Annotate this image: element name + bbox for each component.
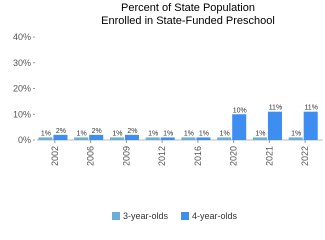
value-label: 1% xyxy=(255,130,265,137)
value-label: 1% xyxy=(199,130,209,137)
x-tick-label: 2009 xyxy=(121,146,131,166)
value-label: 1% xyxy=(77,130,87,137)
bar xyxy=(267,111,282,140)
value-label: 2% xyxy=(127,128,137,135)
value-label: 1% xyxy=(112,130,122,137)
y-tick-label: 0% xyxy=(18,135,31,145)
value-label: 11% xyxy=(269,105,283,112)
bar xyxy=(124,134,139,140)
chart: Percent of State Population Enrolled in … xyxy=(13,2,323,221)
legend-label: 4-year-olds xyxy=(192,211,238,221)
value-label: 11% xyxy=(304,105,318,112)
chart-title: Percent of State Population xyxy=(121,2,255,14)
value-label: 1% xyxy=(148,130,158,137)
x-tick-label: 2020 xyxy=(229,146,239,166)
bar xyxy=(145,137,160,140)
x-tick-label: 2006 xyxy=(86,146,96,166)
legend-swatch xyxy=(181,212,190,220)
bar xyxy=(89,134,104,140)
bar xyxy=(38,137,53,140)
value-label: 1% xyxy=(163,130,173,137)
legend-label: 3-year-olds xyxy=(123,211,169,221)
bar xyxy=(217,137,232,140)
bar xyxy=(181,137,196,140)
x-tick-label: 2002 xyxy=(50,146,60,166)
legend-swatch xyxy=(112,212,120,220)
bar xyxy=(74,137,89,140)
bar xyxy=(109,137,124,140)
bar xyxy=(196,137,211,140)
y-tick-label: 40% xyxy=(13,32,31,42)
value-label: 2% xyxy=(92,128,102,135)
bar xyxy=(303,111,318,140)
chart-subtitle: Enrolled in State-Funded Preschool xyxy=(101,15,275,27)
y-tick-label: 30% xyxy=(13,58,31,68)
bar xyxy=(53,134,68,140)
bar xyxy=(252,137,267,140)
y-tick-label: 20% xyxy=(13,84,31,94)
value-label: 1% xyxy=(291,130,301,137)
bar xyxy=(232,114,247,140)
bar xyxy=(288,137,303,140)
value-label: 1% xyxy=(220,130,230,137)
value-label: 2% xyxy=(56,128,66,135)
value-label: 1% xyxy=(184,130,194,137)
x-tick-label: 2022 xyxy=(300,146,310,166)
value-label: 1% xyxy=(41,130,51,137)
x-tick-label: 2012 xyxy=(157,146,167,166)
x-tick-label: 2016 xyxy=(193,146,203,166)
x-tick-label: 2021 xyxy=(264,146,274,166)
bar xyxy=(160,137,175,140)
y-tick-label: 10% xyxy=(13,109,31,119)
value-label: 10% xyxy=(233,107,247,114)
